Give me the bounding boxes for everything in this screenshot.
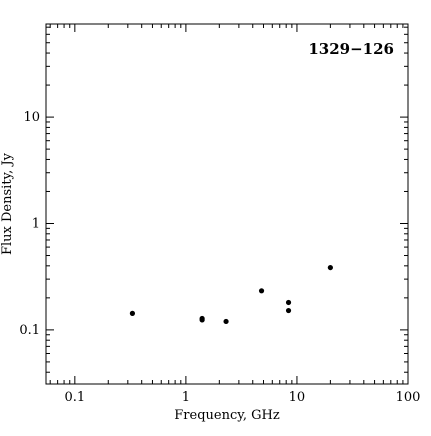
- x-tick-label: 100: [396, 390, 421, 405]
- x-tick-label: 1: [182, 390, 190, 405]
- plot-frame: [45, 23, 409, 385]
- y-axis-label: Flux Density, Jy: [0, 152, 15, 255]
- y-tick-label: 10: [23, 110, 40, 125]
- data-point: [129, 310, 136, 316]
- x-tick-label: 0.1: [64, 390, 85, 405]
- data-point: [223, 318, 229, 325]
- data-point: [285, 307, 292, 314]
- chart-title: 1329−126: [308, 40, 394, 58]
- data-point: [285, 299, 292, 306]
- axes: 0.1 1 10 100 0.1 1 10: [19, 23, 421, 405]
- data-points: [129, 264, 333, 325]
- x-tick-label: 10: [289, 390, 306, 405]
- y-tick-label: 0.1: [19, 323, 40, 338]
- data-point: [327, 264, 333, 271]
- y-tick-label: 1: [32, 216, 40, 231]
- data-point: [199, 315, 205, 322]
- x-axis-label: Frequency, GHz: [174, 408, 280, 423]
- data-point: [258, 288, 265, 294]
